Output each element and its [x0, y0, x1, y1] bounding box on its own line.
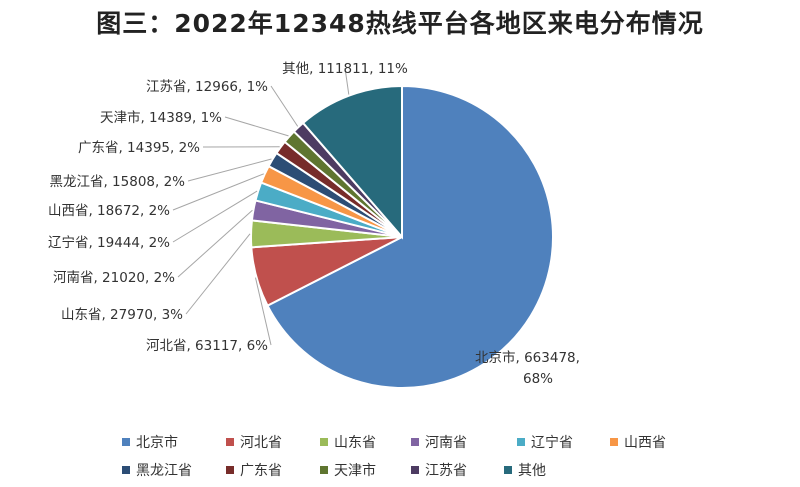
legend-swatch	[411, 466, 419, 474]
legend-swatch	[226, 438, 234, 446]
leader-line	[185, 233, 251, 315]
data-label: 河北省, 63117, 6%	[146, 338, 268, 354]
leader-line	[344, 67, 350, 95]
data-label: 黑龙江省, 15808, 2%	[49, 174, 185, 190]
data-label: 其他, 111811, 11%	[282, 61, 408, 77]
legend-label: 北京市	[136, 434, 178, 451]
leader-line	[172, 173, 264, 211]
legend-label: 天津市	[334, 462, 376, 479]
data-label: 河南省, 21020, 2%	[53, 270, 175, 286]
legend-swatch	[610, 438, 618, 446]
legend-label: 河北省	[240, 435, 282, 451]
data-label: 江苏省, 12966, 1%	[146, 79, 268, 95]
leader-line	[270, 85, 299, 127]
legend-swatch	[411, 438, 419, 446]
leader-line	[172, 190, 258, 243]
data-label: 山东省, 27970, 3%	[61, 307, 183, 323]
data-label: 广东省, 14395, 2%	[78, 140, 200, 156]
legend-swatch	[122, 466, 130, 474]
legend-swatch	[517, 438, 525, 446]
data-label: 北京市, 663478, 68%	[475, 349, 580, 387]
legend-label: 广东省	[240, 463, 282, 479]
legend-label: 江苏省	[425, 463, 467, 479]
legend-swatch	[122, 438, 130, 446]
legend-label: 山东省	[334, 435, 376, 451]
legend-swatch	[320, 466, 328, 474]
leader-line	[177, 209, 253, 278]
legend-label: 山西省	[624, 435, 666, 451]
legend-swatch	[504, 466, 512, 474]
legend-swatch	[226, 466, 234, 474]
data-label: 山西省, 18672, 2%	[48, 203, 170, 219]
pie-slice	[301, 84, 403, 240]
legend-label: 黑龙江省	[136, 463, 192, 479]
pie-slice	[266, 84, 554, 389]
leader-line	[187, 158, 272, 182]
data-label: 天津市, 14389, 1%	[100, 109, 222, 126]
data-label: 辽宁省, 19444, 2%	[48, 234, 170, 251]
leader-line	[224, 116, 289, 137]
legend-label: 河南省	[425, 435, 467, 451]
legend-swatch	[320, 438, 328, 446]
legend-label: 其他	[518, 463, 546, 479]
chart-title: 图三：2022年12348热线平台各地区来电分布情况	[96, 9, 704, 38]
leader-line	[255, 277, 272, 346]
legend-label: 辽宁省	[531, 434, 573, 451]
